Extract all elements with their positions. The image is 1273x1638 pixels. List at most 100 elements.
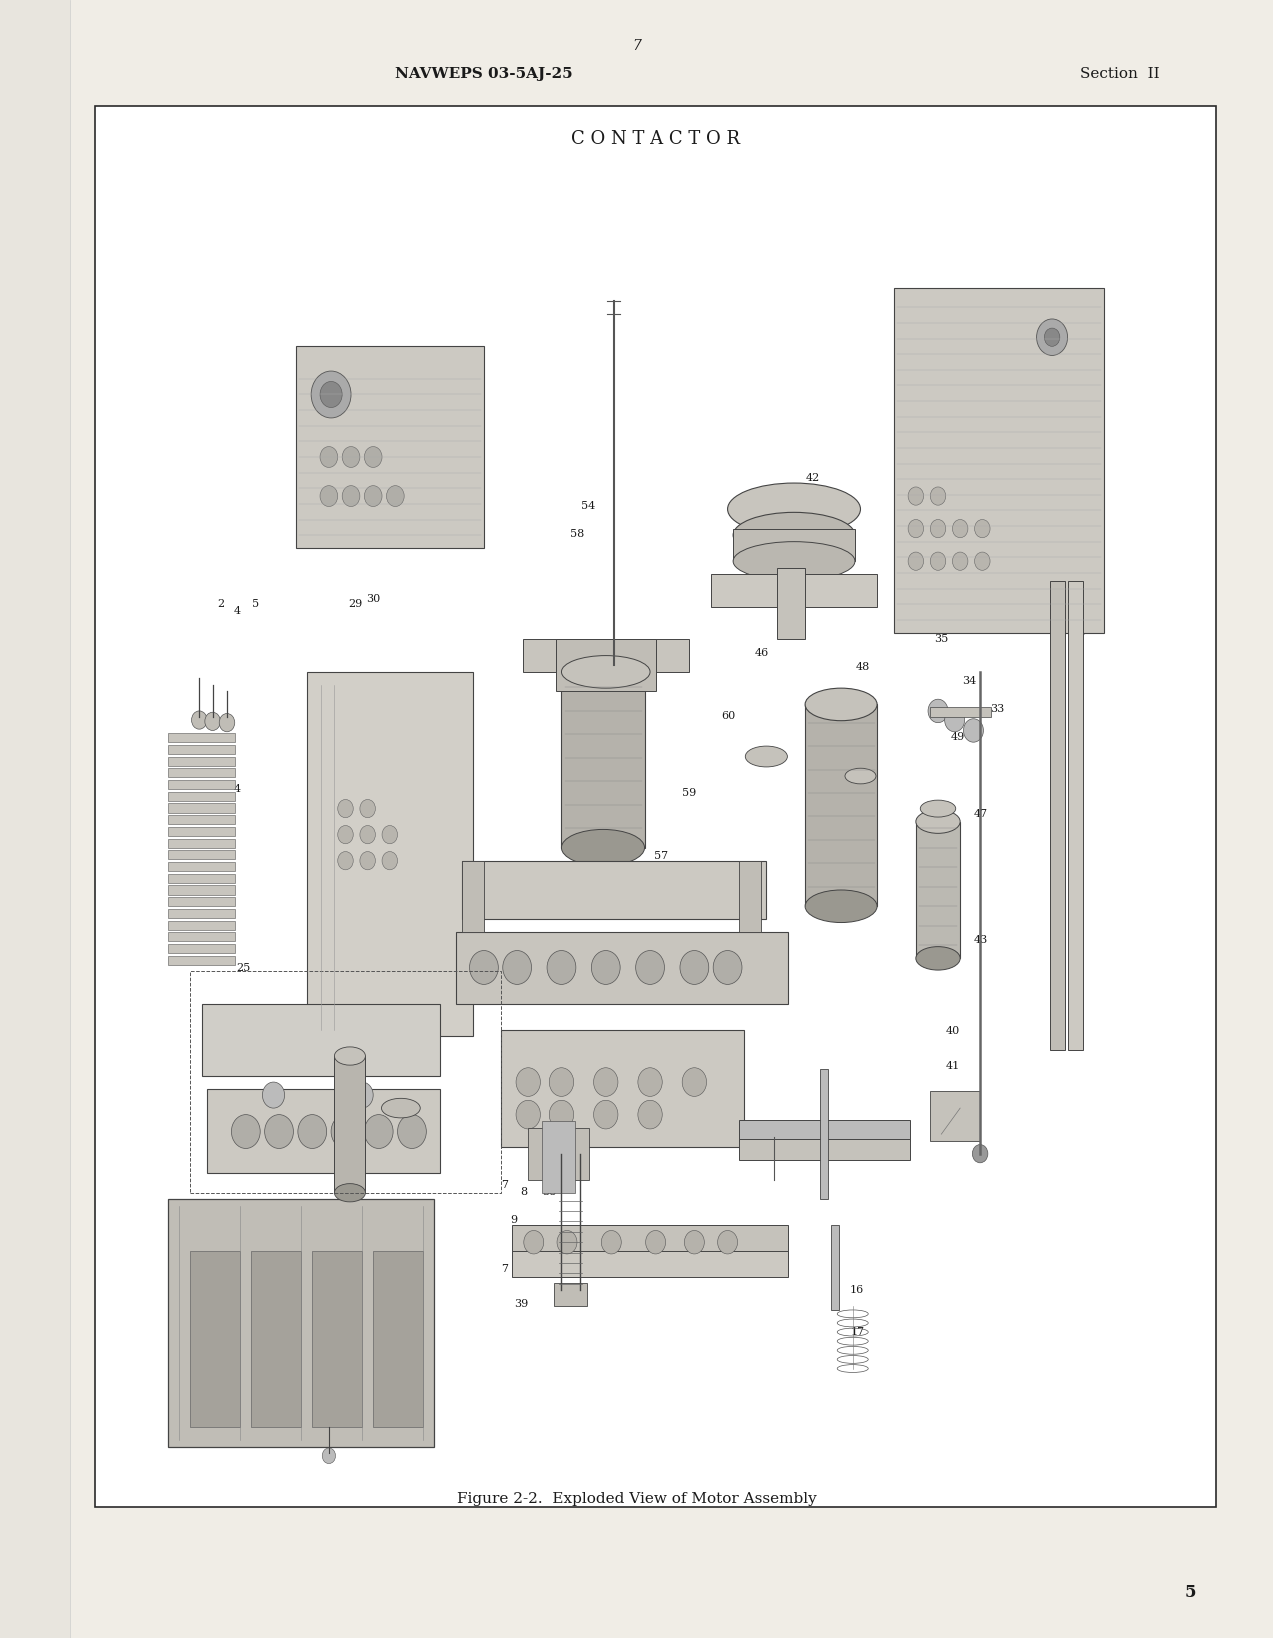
Bar — [528, 1127, 589, 1179]
Circle shape — [337, 799, 353, 817]
Ellipse shape — [805, 688, 877, 721]
Circle shape — [592, 950, 620, 984]
Ellipse shape — [382, 1099, 420, 1117]
Text: 36: 36 — [363, 403, 377, 413]
Circle shape — [645, 1230, 666, 1255]
Circle shape — [964, 719, 984, 742]
Bar — [168, 816, 234, 824]
Bar — [168, 745, 234, 753]
Text: 26: 26 — [452, 696, 467, 706]
Text: 20: 20 — [335, 893, 349, 903]
Circle shape — [516, 1068, 541, 1096]
Bar — [168, 803, 234, 812]
Text: 34: 34 — [962, 675, 976, 686]
Bar — [335, 1057, 365, 1192]
Text: 10: 10 — [214, 1096, 228, 1106]
Bar — [512, 1225, 788, 1258]
Ellipse shape — [335, 1184, 365, 1202]
Circle shape — [516, 1101, 541, 1129]
Text: 7: 7 — [500, 1265, 508, 1274]
Bar — [168, 780, 234, 790]
Bar — [168, 921, 234, 930]
Bar — [168, 873, 234, 883]
Text: 15: 15 — [1049, 613, 1064, 622]
Text: 22: 22 — [214, 1053, 228, 1063]
Ellipse shape — [733, 513, 855, 559]
Circle shape — [397, 1114, 426, 1148]
Bar — [541, 1120, 574, 1192]
Text: 33: 33 — [990, 704, 1004, 714]
Circle shape — [342, 485, 360, 506]
Text: 59: 59 — [682, 788, 696, 798]
Text: 56: 56 — [676, 907, 691, 917]
Text: 29: 29 — [349, 598, 363, 609]
Circle shape — [682, 1068, 707, 1096]
Text: 27: 27 — [430, 403, 444, 413]
Circle shape — [908, 486, 924, 505]
Text: 37: 37 — [638, 1096, 652, 1106]
Circle shape — [1044, 328, 1060, 346]
Text: 9: 9 — [509, 1215, 517, 1225]
Circle shape — [262, 1083, 285, 1107]
Bar — [168, 791, 234, 801]
Circle shape — [320, 447, 337, 467]
Circle shape — [713, 950, 742, 984]
Ellipse shape — [561, 654, 644, 690]
Text: 55: 55 — [676, 886, 691, 896]
Text: 25: 25 — [237, 963, 251, 973]
Text: 35: 35 — [934, 634, 948, 644]
Circle shape — [360, 852, 376, 870]
Ellipse shape — [745, 745, 788, 767]
Bar — [456, 932, 788, 1004]
Bar — [462, 860, 766, 919]
Circle shape — [558, 1230, 577, 1255]
Text: 31: 31 — [323, 809, 337, 819]
Text: 8: 8 — [519, 1188, 527, 1197]
Text: 39: 39 — [514, 1299, 528, 1309]
Text: 19: 19 — [386, 1124, 400, 1133]
Circle shape — [549, 1101, 574, 1129]
Bar — [312, 1251, 362, 1427]
Bar — [738, 860, 761, 932]
Circle shape — [342, 447, 360, 467]
Circle shape — [952, 519, 967, 537]
Circle shape — [351, 1083, 373, 1107]
Text: Figure 2-2.  Exploded View of Motor Assembly: Figure 2-2. Exploded View of Motor Assem… — [457, 1492, 816, 1505]
Circle shape — [945, 708, 965, 732]
Bar — [168, 955, 234, 965]
Circle shape — [503, 950, 532, 984]
Text: 23: 23 — [407, 1111, 421, 1120]
Text: 41: 41 — [946, 1061, 960, 1071]
Circle shape — [298, 1114, 327, 1148]
Circle shape — [232, 1114, 260, 1148]
Circle shape — [219, 714, 234, 732]
Bar — [554, 1283, 587, 1305]
Text: 43: 43 — [974, 935, 988, 945]
Text: 16: 16 — [850, 1284, 864, 1296]
Text: 11: 11 — [386, 1355, 400, 1364]
Bar — [556, 639, 656, 691]
Text: 60: 60 — [722, 711, 736, 721]
Circle shape — [1036, 319, 1068, 355]
Text: 28: 28 — [906, 459, 920, 468]
Circle shape — [973, 1145, 988, 1163]
Circle shape — [928, 699, 948, 722]
Ellipse shape — [561, 829, 644, 867]
Text: 13: 13 — [750, 1235, 764, 1247]
Circle shape — [311, 372, 351, 418]
Bar — [1050, 581, 1066, 1050]
Circle shape — [382, 852, 397, 870]
Text: 47: 47 — [974, 809, 988, 819]
Bar — [500, 1030, 745, 1147]
Text: 24: 24 — [247, 1025, 262, 1035]
Bar — [168, 850, 234, 860]
Bar — [168, 734, 234, 742]
Bar — [462, 860, 484, 932]
Bar — [201, 1004, 439, 1076]
Text: 7: 7 — [633, 39, 640, 52]
Bar — [295, 346, 484, 549]
Circle shape — [601, 1230, 621, 1255]
Circle shape — [549, 1068, 574, 1096]
Bar — [512, 1251, 788, 1278]
Bar — [168, 839, 234, 847]
